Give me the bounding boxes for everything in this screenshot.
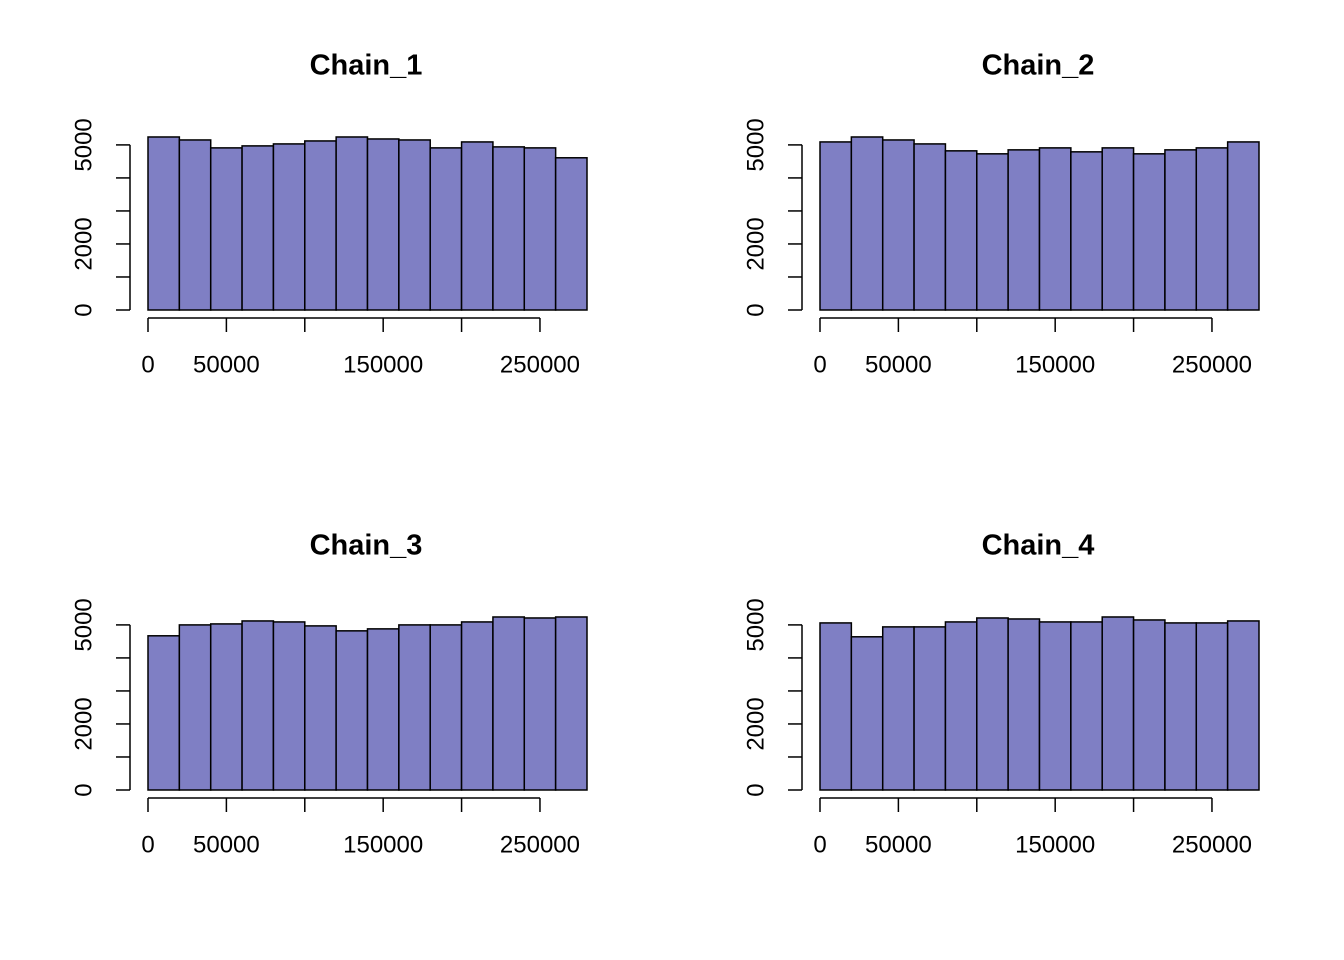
bar <box>819 622 853 791</box>
bar <box>944 621 978 791</box>
y-tick-label: 2000 <box>742 697 769 750</box>
bar <box>304 625 337 791</box>
bar <box>178 139 212 311</box>
y-tick-label: 0 <box>70 783 97 796</box>
x-tick-label: 150000 <box>343 351 423 378</box>
bar <box>429 147 463 311</box>
bar <box>913 626 947 791</box>
bar <box>976 153 1009 311</box>
bar <box>523 617 557 791</box>
bar <box>1101 616 1135 791</box>
bar <box>147 136 181 311</box>
y-tick-label: 5000 <box>70 118 97 171</box>
chart-title: Chain_2 <box>982 50 1095 82</box>
bar <box>976 617 1009 791</box>
y-tick-label: 5000 <box>70 598 97 651</box>
bar <box>241 145 275 311</box>
bar <box>1101 147 1135 311</box>
y-tick-label: 0 <box>742 303 769 316</box>
bar <box>209 147 243 311</box>
bar <box>1070 621 1103 791</box>
bar <box>1132 153 1166 311</box>
bar <box>850 636 884 791</box>
x-tick-label: 0 <box>141 831 154 858</box>
y-tick-label: 0 <box>742 783 769 796</box>
bar <box>241 620 275 791</box>
x-tick-label: 50000 <box>865 831 932 858</box>
bar <box>366 138 400 311</box>
bar <box>944 150 978 311</box>
y-tick-label: 0 <box>70 303 97 316</box>
bar <box>335 136 369 311</box>
bar <box>881 139 915 311</box>
x-tick-label: 250000 <box>1172 831 1252 858</box>
bar <box>304 140 337 311</box>
x-tick-label: 150000 <box>343 831 423 858</box>
x-tick-label: 150000 <box>1015 351 1095 378</box>
bar <box>523 147 557 311</box>
bar <box>554 157 588 311</box>
bar <box>366 628 400 791</box>
bar <box>1195 622 1229 791</box>
x-tick-label: 50000 <box>193 831 260 858</box>
y-tick-label: 5000 <box>742 118 769 171</box>
x-tick-label: 250000 <box>1172 351 1252 378</box>
bar <box>178 624 212 791</box>
y-tick-label: 5000 <box>742 598 769 651</box>
bar <box>1007 149 1041 311</box>
bar <box>492 616 526 791</box>
bar <box>398 139 431 311</box>
bar <box>881 626 915 791</box>
bar <box>272 621 306 791</box>
x-tick-label: 50000 <box>865 351 932 378</box>
bar <box>1038 621 1072 791</box>
bar <box>1007 618 1041 791</box>
bar <box>1164 149 1198 311</box>
bar <box>460 141 494 311</box>
bar <box>272 143 306 311</box>
bar <box>1226 620 1260 791</box>
bar <box>1070 151 1103 311</box>
bar <box>460 621 494 791</box>
bar <box>1226 141 1260 311</box>
bar <box>913 143 947 311</box>
bar <box>1038 147 1072 311</box>
chart-title: Chain_3 <box>310 530 423 562</box>
chart-title: Chain_4 <box>982 530 1095 562</box>
bar <box>429 624 463 791</box>
bar <box>554 616 588 791</box>
x-tick-label: 250000 <box>500 831 580 858</box>
x-tick-label: 50000 <box>193 351 260 378</box>
bar <box>819 141 853 311</box>
x-tick-label: 150000 <box>1015 831 1095 858</box>
x-tick-label: 250000 <box>500 351 580 378</box>
bar <box>209 623 243 791</box>
bar <box>1132 619 1166 791</box>
chart-title: Chain_1 <box>310 50 423 82</box>
bar <box>147 635 181 791</box>
bar <box>1164 622 1198 791</box>
y-tick-label: 2000 <box>70 697 97 750</box>
bar <box>398 624 431 791</box>
y-tick-label: 2000 <box>742 217 769 270</box>
x-tick-label: 0 <box>813 351 826 378</box>
bar <box>1195 147 1229 311</box>
y-tick-label: 2000 <box>70 217 97 270</box>
bar <box>492 146 526 311</box>
x-tick-label: 0 <box>141 351 154 378</box>
x-tick-label: 0 <box>813 831 826 858</box>
bar <box>335 630 369 791</box>
bar <box>850 136 884 311</box>
